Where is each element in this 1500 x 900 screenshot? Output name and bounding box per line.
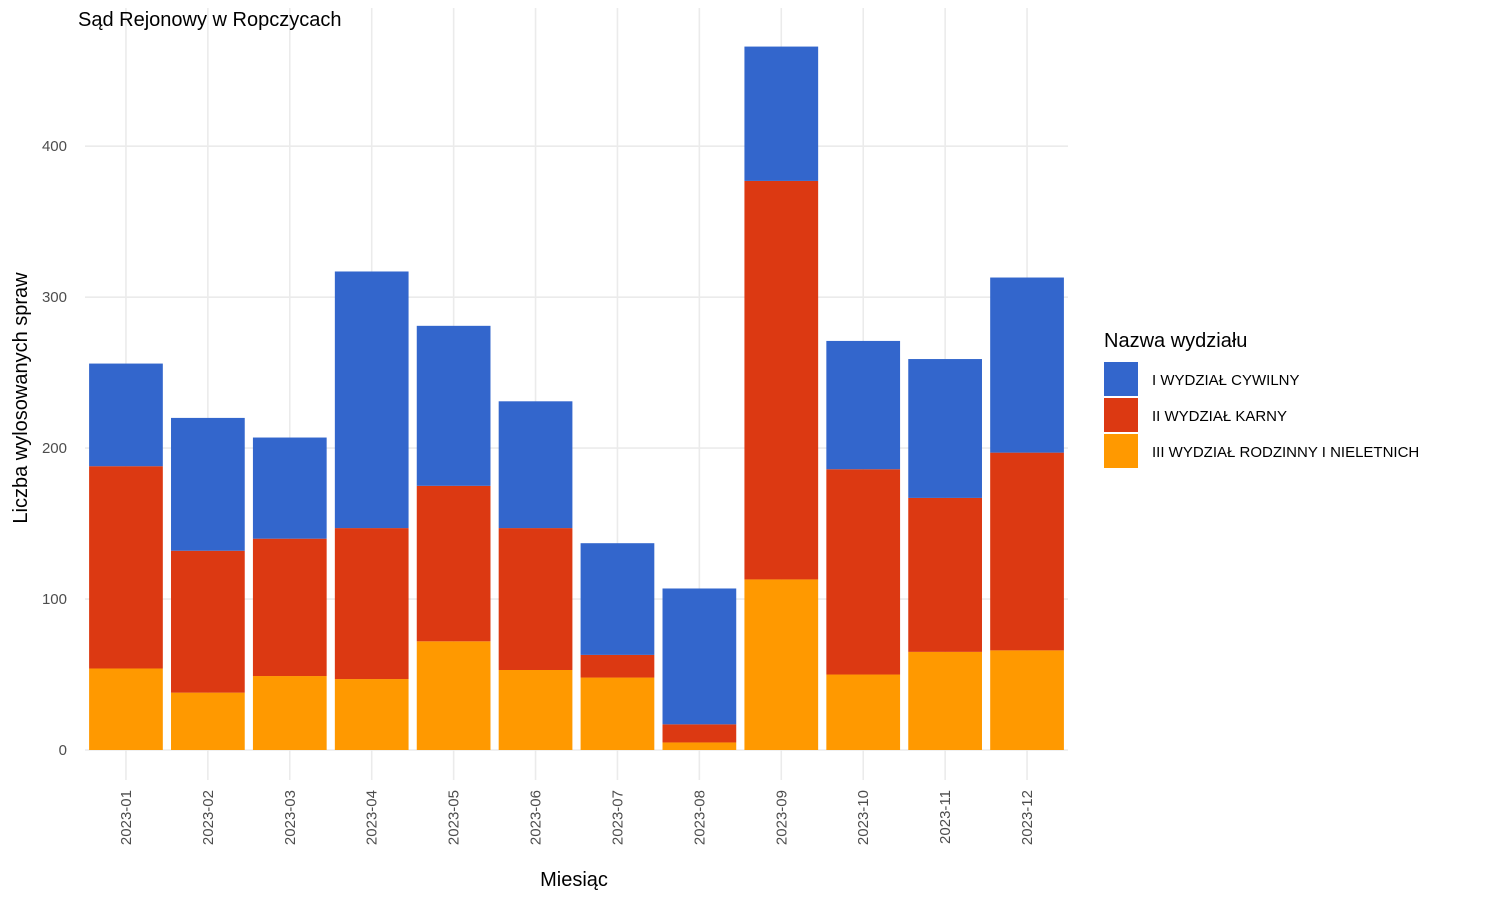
- legend-label-1: II WYDZIAŁ KARNY: [1152, 408, 1287, 425]
- bar-2023-11-series-0: [908, 651, 982, 750]
- legend-label-0: I WYDZIAŁ CYWILNY: [1152, 372, 1300, 389]
- chart-title: Sąd Rejonowy w Ropczycach: [78, 9, 341, 31]
- bar-2023-10-series-0: [826, 674, 901, 750]
- bar-2023-04-series-1: [334, 528, 409, 680]
- x-tick-label: 2023-04: [364, 790, 381, 845]
- bar-2023-02-series-0: [171, 692, 245, 750]
- y-tick-label: 400: [42, 138, 67, 155]
- x-axis-ticks: 2023-01 2023-02 2023-03 2023-04 2023-05 2023-…: [118, 790, 1036, 845]
- bar-2023-01-series-0: [89, 668, 163, 750]
- bar-2023-11-series-2: [908, 359, 982, 498]
- x-tick-label: 2023-11: [937, 790, 954, 844]
- bar-2023-09-series-2: [744, 46, 819, 181]
- legend-label-2: III WYDZIAŁ RODZINNY I NIELETNICH: [1152, 444, 1419, 461]
- x-axis-title: Miesiąc: [540, 869, 608, 891]
- bar-2023-08-series-1: [662, 724, 737, 743]
- legend: Nazwa wydziału I WYDZIAŁ CYWILNY II WYDZI…: [1104, 330, 1419, 468]
- bar-2023-03-series-0: [252, 676, 327, 750]
- y-axis-ticks: 0 100 200 300 400: [42, 138, 67, 759]
- bar-2023-04-series-2: [334, 271, 409, 529]
- bar-2023-08-series-0: [662, 742, 737, 750]
- bar-2023-05-series-1: [416, 485, 491, 642]
- bar-2023-05-series-2: [416, 325, 491, 486]
- x-tick-label: 2023-07: [609, 790, 626, 845]
- x-tick-label: 2023-09: [773, 790, 790, 845]
- bar-2023-04-series-0: [334, 679, 409, 750]
- bar-2023-02-series-1: [171, 550, 245, 693]
- bar-2023-02-series-2: [171, 417, 245, 551]
- x-tick-label: 2023-02: [200, 790, 217, 845]
- y-tick-label: 300: [42, 289, 67, 306]
- bar-2023-07-series-0: [580, 677, 655, 750]
- y-tick-label: 0: [59, 742, 67, 759]
- bar-2023-09-series-0: [744, 579, 819, 750]
- y-tick-label: 100: [42, 591, 67, 608]
- bar-2023-06-series-1: [498, 528, 573, 670]
- bar-2023-12-series-2: [990, 277, 1064, 453]
- bar-2023-07-series-2: [580, 543, 655, 655]
- bar-2023-03-series-2: [252, 437, 327, 539]
- bar-2023-09-series-1: [744, 180, 819, 580]
- bar-2023-06-series-2: [498, 401, 573, 529]
- bar-2023-12-series-0: [990, 650, 1064, 750]
- x-tick-label: 2023-03: [282, 790, 299, 845]
- bar-2023-03-series-1: [252, 538, 327, 677]
- bar-2023-08-series-2: [662, 588, 737, 725]
- x-tick-label: 2023-05: [446, 790, 463, 845]
- bars: [89, 46, 1064, 750]
- x-tick-label: 2023-06: [528, 790, 545, 845]
- x-tick-label: 2023-08: [691, 790, 708, 845]
- bar-2023-10-series-2: [826, 340, 901, 470]
- legend-swatch-2: [1104, 434, 1138, 468]
- legend-swatch-1: [1104, 398, 1138, 432]
- legend-title: Nazwa wydziału: [1104, 330, 1247, 352]
- bar-2023-01-series-2: [89, 363, 163, 467]
- x-tick-label: 2023-12: [1019, 790, 1036, 845]
- bar-2023-12-series-1: [990, 452, 1064, 651]
- bar-2023-10-series-1: [826, 469, 901, 675]
- y-axis-title: Liczba wylosowanych spraw: [10, 272, 32, 524]
- legend-swatch-0: [1104, 362, 1138, 396]
- bar-2023-05-series-0: [416, 641, 491, 750]
- y-tick-label: 200: [42, 440, 67, 457]
- x-tick-label: 2023-10: [855, 790, 872, 845]
- bar-2023-06-series-0: [498, 669, 573, 750]
- bar-2023-01-series-1: [89, 466, 163, 669]
- bar-2023-07-series-1: [580, 654, 655, 678]
- x-tick-label: 2023-01: [118, 790, 135, 845]
- bar-2023-11-series-1: [908, 497, 982, 652]
